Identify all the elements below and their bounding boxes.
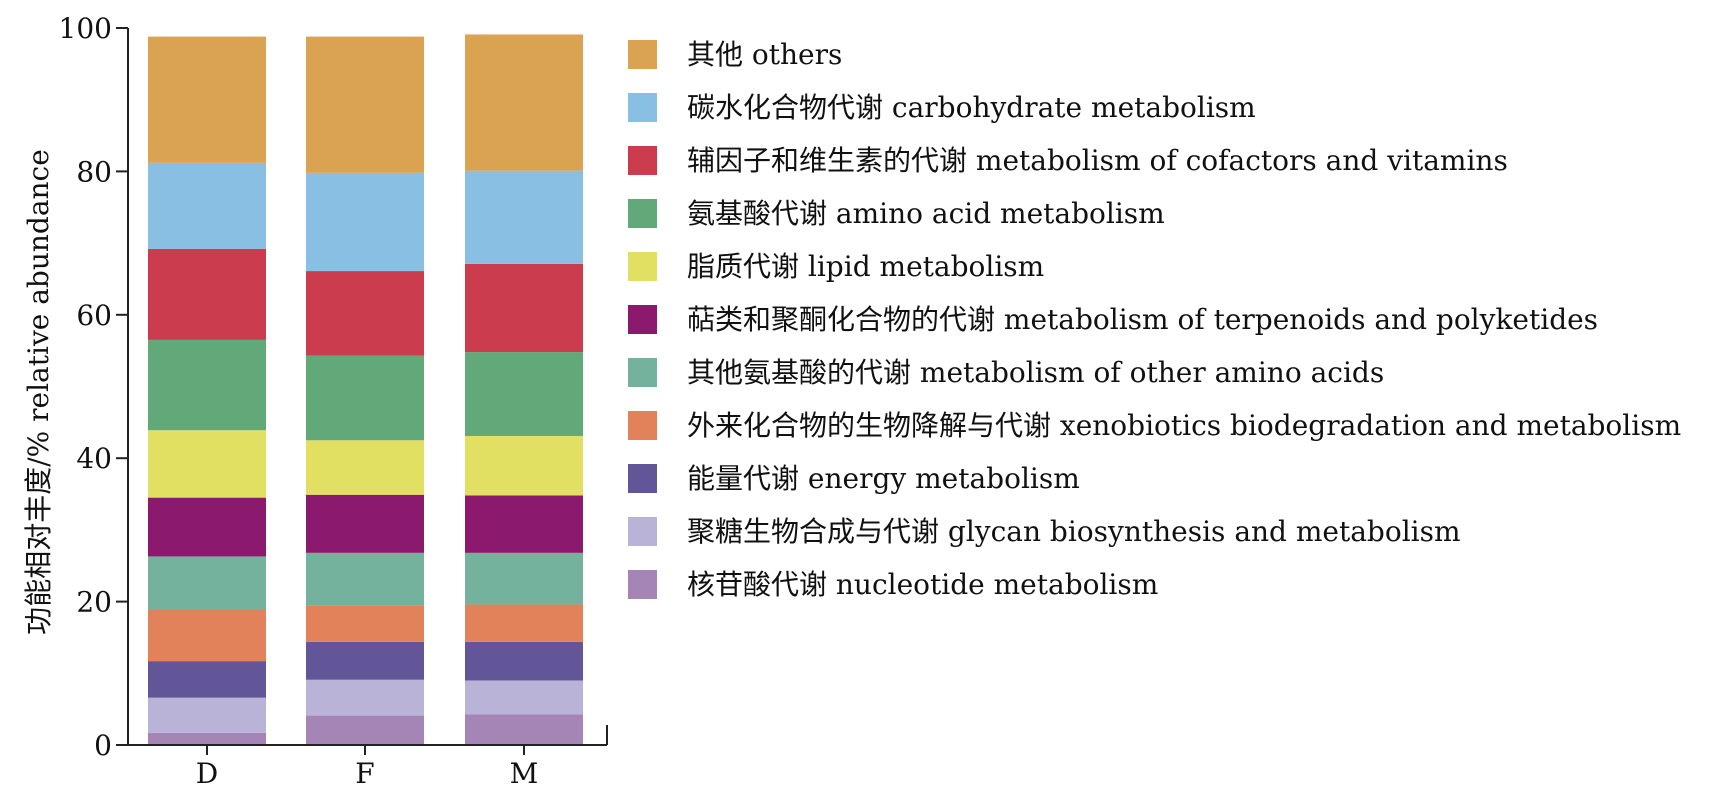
axes-group: 0 20 40 60 80 100 D F M [59,12,608,790]
bar-segment-F-3 [306,605,424,642]
x-tick-label-M: M [510,757,539,790]
bar-segment-D-0 [148,732,266,745]
legend-label: 辅因子和维生素的代谢 metabolism of cofactors and v… [687,143,1508,177]
legend-item: 聚糖生物合成与代谢 glycan biosynthesis and metabo… [628,505,1681,558]
bar-segment-D-9 [148,162,266,249]
bar-segment-F-5 [306,494,424,553]
legend-label: 其他 others [687,37,843,71]
legend-item: 碳水化合物代谢 carbohydrate metabolism [628,81,1681,134]
y-tick-label-100: 100 [59,12,112,45]
bar-segment-M-5 [465,495,583,553]
bar-segment-F-9 [306,172,424,272]
bar-segment-F-7 [306,355,424,441]
legend-item: 氨基酸代谢 amino acid metabolism [628,187,1681,240]
legend: 其他 others 碳水化合物代谢 carbohydrate metabolism… [628,28,1681,611]
legend-swatch [628,199,657,228]
bar-segment-M-8 [465,263,583,353]
bar-segment-M-2 [465,641,583,681]
legend-label: 聚糖生物合成与代谢 glycan biosynthesis and metabo… [687,514,1461,548]
legend-label: 其他氨基酸的代谢 metabolism of other amino acids [687,355,1385,389]
bar-segment-D-5 [148,497,266,557]
bar-segment-M-1 [465,680,583,715]
legend-label: 外来化合物的生物降解与代谢 xenobiotics biodegradation… [687,408,1682,442]
legend-item: 脂质代谢 lipid metabolism [628,240,1681,293]
legend-swatch [628,411,657,440]
bar-segment-M-0 [465,714,583,745]
legend-label: 核苷酸代谢 nucleotide metabolism [687,567,1159,601]
legend-swatch [628,146,657,175]
bar-segment-F-4 [306,552,424,606]
legend-item: 核苷酸代谢 nucleotide metabolism [628,558,1681,611]
bar-segment-D-10 [148,36,266,163]
y-tick-label-40: 40 [76,442,112,475]
legend-label: 氨基酸代谢 amino acid metabolism [687,196,1165,230]
bar-segment-F-0 [306,715,424,745]
legend-swatch [628,517,657,546]
bar-segment-D-8 [148,248,266,340]
legend-swatch [628,305,657,334]
y-tick-label-80: 80 [76,155,112,188]
bar-segment-F-6 [306,440,424,495]
legend-item: 辅因子和维生素的代谢 metabolism of cofactors and v… [628,134,1681,187]
legend-label: 能量代谢 energy metabolism [687,461,1080,495]
bar-segment-D-4 [148,556,266,610]
bar-segment-M-3 [465,604,583,642]
legend-swatch [628,252,657,281]
x-tick-label-D: D [196,757,218,790]
legend-label: 碳水化合物代谢 carbohydrate metabolism [687,90,1256,124]
legend-label: 脂质代谢 lipid metabolism [687,249,1045,283]
legend-swatch [628,464,657,493]
y-axis-label: 功能相对丰度/% relative abundance [22,149,55,635]
bar-segment-F-2 [306,641,424,680]
bar-segment-M-10 [465,34,583,171]
legend-item: 能量代谢 energy metabolism [628,452,1681,505]
bars-group [148,34,583,745]
bar-segment-D-2 [148,661,266,698]
legend-swatch [628,40,657,69]
legend-item: 其他 others [628,28,1681,81]
bar-segment-D-1 [148,697,266,733]
legend-label: 萜类和聚酮化合物的代谢 metabolism of terpenoids and… [687,302,1599,336]
legend-swatch [628,570,657,599]
y-tick-label-60: 60 [76,299,112,332]
x-tick-label-F: F [355,757,374,790]
bar-segment-D-3 [148,609,266,662]
legend-item: 其他氨基酸的代谢 metabolism of other amino acids [628,346,1681,399]
bar-segment-M-4 [465,552,583,605]
bar-segment-M-9 [465,170,583,264]
bar-segment-D-6 [148,430,266,498]
bar-segment-F-8 [306,271,424,356]
legend-swatch [628,358,657,387]
y-tick-label-0: 0 [94,729,112,762]
bar-segment-M-6 [465,435,583,496]
bar-segment-F-10 [306,36,424,173]
legend-swatch [628,93,657,122]
legend-item: 外来化合物的生物降解与代谢 xenobiotics biodegradation… [628,399,1681,452]
bar-segment-F-1 [306,679,424,716]
stacked-bar-chart: 0 20 40 60 80 100 D F M 功能相对丰度/% relative abunda… [22,12,608,790]
y-tick-label-20: 20 [76,586,112,619]
bar-segment-M-7 [465,352,583,436]
legend-item: 萜类和聚酮化合物的代谢 metabolism of terpenoids and… [628,293,1681,346]
bar-segment-D-7 [148,339,266,431]
